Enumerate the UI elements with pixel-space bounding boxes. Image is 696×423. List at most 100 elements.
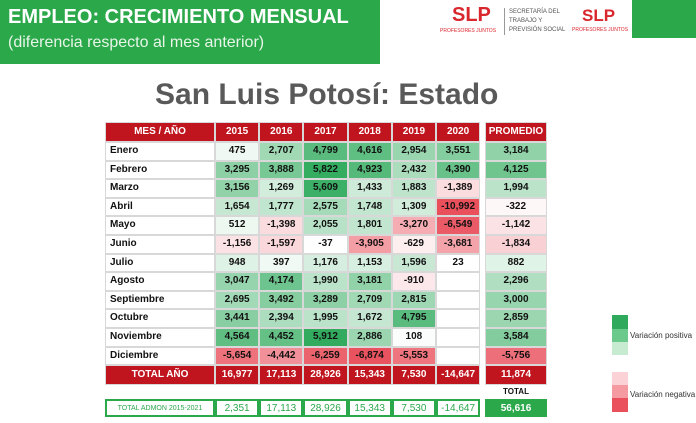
value-cell: -5,553 — [391, 346, 436, 366]
value-cell: 2,575 — [303, 197, 348, 217]
average-cell: 3,584 — [485, 328, 547, 347]
admin-cell: 2,351 — [215, 399, 260, 418]
average-cell: -322 — [485, 197, 547, 217]
value-cell: -6,549 — [436, 216, 481, 235]
value-cell: 3,551 — [436, 142, 481, 161]
value-cell: 475 — [215, 142, 260, 161]
value-cell: -3,905 — [347, 235, 392, 254]
total-caption: TOTAL — [503, 387, 529, 397]
value-cell: 4,616 — [347, 142, 392, 161]
value-cell: 4,390 — [436, 160, 481, 180]
value-cell — [436, 272, 481, 291]
heading: San Luis Potosí: Estado — [155, 78, 499, 111]
value-cell: 1,883 — [391, 179, 436, 198]
value-cell: 1,269 — [259, 179, 304, 198]
value-cell: 3,888 — [259, 160, 304, 180]
value-cell: 2,394 — [259, 309, 304, 328]
legend-swatch — [612, 385, 628, 398]
value-cell: 3,295 — [215, 160, 260, 180]
value-cell: 1,995 — [303, 309, 348, 328]
value-cell: 3,047 — [215, 272, 260, 291]
legend-swatch — [612, 315, 628, 329]
value-cell: 948 — [215, 253, 260, 273]
total-cell: 11,874 — [485, 365, 547, 386]
value-cell: 3,289 — [303, 290, 348, 310]
value-cell: 2,432 — [391, 160, 436, 180]
year-header: 2015 — [215, 122, 260, 142]
value-cell: 1,801 — [347, 216, 392, 235]
value-cell: 1,654 — [215, 197, 260, 217]
value-cell: 3,181 — [347, 272, 392, 291]
value-cell: 4,174 — [259, 272, 304, 291]
header-cell: PROMEDIO — [485, 122, 547, 142]
legend-swatch — [612, 372, 628, 385]
month-label: Febrero — [105, 160, 215, 180]
month-label: Junio — [105, 235, 215, 254]
value-cell: 3,441 — [215, 309, 260, 328]
average-cell: 1,994 — [485, 179, 547, 198]
average-cell: 882 — [485, 253, 547, 273]
value-cell: 5,609 — [303, 179, 348, 198]
month-label: Noviembre — [105, 328, 215, 347]
average-cell: -5,756 — [485, 346, 547, 366]
average-cell: 2,859 — [485, 309, 547, 328]
average-cell: 3,184 — [485, 142, 547, 161]
value-cell: 4,452 — [259, 328, 304, 347]
value-cell — [436, 346, 481, 366]
total-cell: 28,926 — [303, 365, 348, 386]
value-cell: 4,923 — [347, 160, 392, 180]
month-label: Abril — [105, 197, 215, 217]
total-cell: -14,647 — [436, 365, 481, 386]
total-cell: 17,113 — [259, 365, 304, 386]
admin-cell: 17,113 — [259, 399, 304, 418]
average-cell: 3,000 — [485, 290, 547, 310]
admin-cell: 56,616 — [485, 399, 547, 418]
total-label: TOTAL AÑO — [105, 365, 215, 386]
value-cell: 1,672 — [347, 309, 392, 328]
value-cell: 1,153 — [347, 253, 392, 273]
average-cell: 2,296 — [485, 272, 547, 291]
admin-cell: 15,343 — [347, 399, 392, 418]
value-cell: 4,799 — [303, 142, 348, 161]
logo-text: SECRETARÍA DEL TRABAJO Y PREVISIÓN SOCIA… — [504, 8, 569, 35]
admin-cell: -14,647 — [436, 399, 481, 418]
admin-label: TOTAL ADMON 2015-2021 — [105, 399, 215, 418]
value-cell: 2,954 — [391, 142, 436, 161]
value-cell: 1,176 — [303, 253, 348, 273]
value-cell: 2,055 — [303, 216, 348, 235]
banner — [0, 0, 380, 64]
value-cell: 1,596 — [391, 253, 436, 273]
value-cell: -1,389 — [436, 179, 481, 198]
total-cell: 16,977 — [215, 365, 260, 386]
year-header: 2018 — [347, 122, 392, 142]
year-header: 2019 — [391, 122, 436, 142]
value-cell: -37 — [303, 235, 348, 254]
logo-text: SLP — [582, 6, 616, 25]
logo-text: SLP — [452, 4, 491, 26]
month-label: Octubre — [105, 309, 215, 328]
average-cell: 4,125 — [485, 160, 547, 180]
banner-subtitle: (diferencia respecto al mes anterior) — [8, 34, 265, 51]
value-cell: -3,270 — [391, 216, 436, 235]
value-cell: 1,309 — [391, 197, 436, 217]
value-cell: -6,874 — [347, 346, 392, 366]
logo-box — [632, 0, 696, 38]
month-label: Agosto — [105, 272, 215, 291]
value-cell: -3,681 — [436, 235, 481, 254]
value-cell: 5,822 — [303, 160, 348, 180]
value-cell: 23 — [436, 253, 481, 273]
month-label: Julio — [105, 253, 215, 273]
value-cell: -4,442 — [259, 346, 304, 366]
value-cell: -1,597 — [259, 235, 304, 254]
month-label: Diciembre — [105, 346, 215, 366]
legend-label: Variación negativa — [630, 390, 696, 399]
header-cell: MES / AÑO — [105, 122, 215, 142]
value-cell: 1,777 — [259, 197, 304, 217]
value-cell: -910 — [391, 272, 436, 291]
admin-cell: 7,530 — [391, 399, 436, 418]
value-cell: 4,564 — [215, 328, 260, 347]
month-label: Marzo — [105, 179, 215, 198]
value-cell: -6,259 — [303, 346, 348, 366]
value-cell: 512 — [215, 216, 260, 235]
